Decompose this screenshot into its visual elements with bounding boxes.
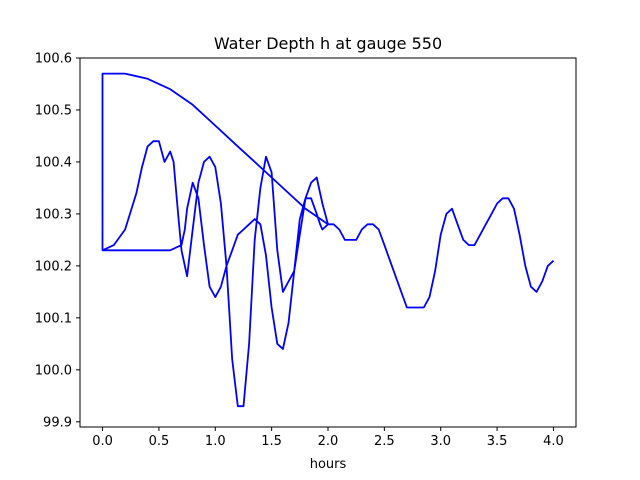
chart-title: Water Depth h at gauge 550	[214, 34, 442, 53]
y-axis: 99.9 100.0 100.1 100.2 100.3 100.4 100.5 100.6	[35, 52, 80, 430]
x-tick-label: 0.5	[149, 434, 170, 449]
plot-area	[79, 57, 577, 428]
x-axis: 0.0 0.5 1.0 1.5 2.0 2.5 3.0 3.5 4.0	[92, 427, 564, 449]
x-tick-label: 1.0	[205, 434, 226, 449]
plot-frame	[79, 57, 577, 428]
x-axis-label: hours	[310, 457, 347, 472]
x-tick-label: 3.5	[487, 434, 508, 449]
x-tick-label: 4.0	[543, 434, 564, 449]
y-tick-label: 100.1	[35, 311, 72, 326]
y-tick-label: 100.2	[35, 259, 72, 274]
x-tick-label: 3.0	[430, 434, 451, 449]
y-tick-label: 100.3	[35, 207, 72, 222]
x-tick-label: 2.0	[318, 434, 339, 449]
y-tick-label: 100.5	[35, 103, 72, 118]
y-tick-label: 99.9	[43, 415, 72, 430]
y-tick-label: 100.6	[35, 52, 72, 67]
x-tick-label: 1.5	[261, 434, 282, 449]
y-tick-label: 100.4	[35, 155, 72, 170]
x-tick-label: 0.0	[92, 434, 113, 449]
x-tick-label: 2.5	[374, 434, 395, 449]
y-tick-label: 100.0	[35, 363, 72, 378]
series-line-0	[101, 72, 555, 408]
